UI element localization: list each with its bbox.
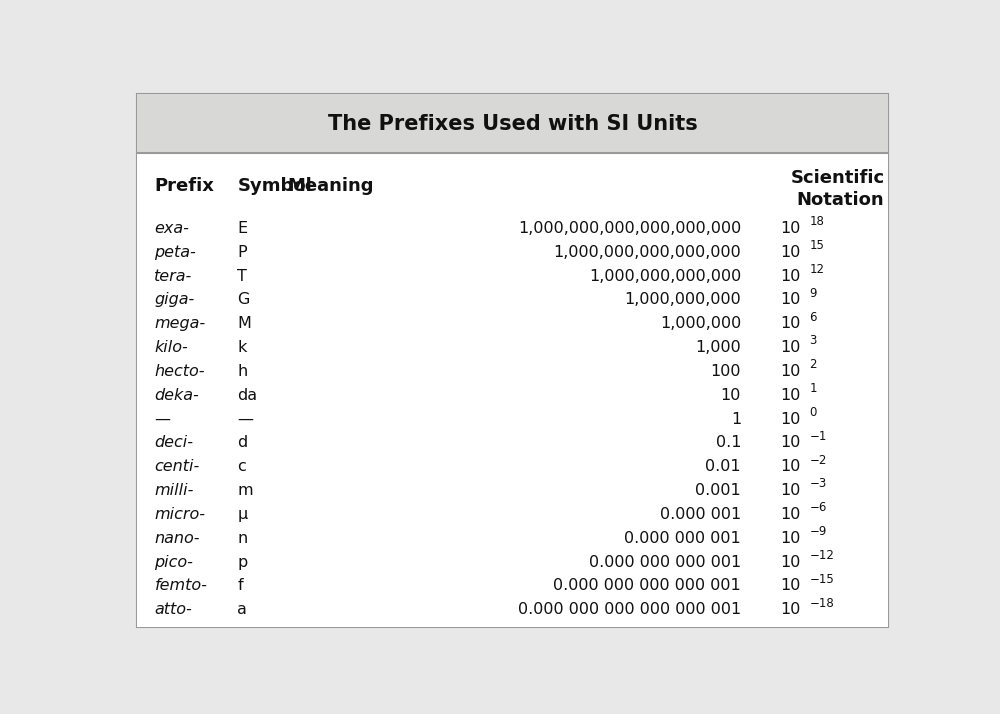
Text: 10: 10 <box>780 483 800 498</box>
Text: k: k <box>237 340 247 355</box>
Text: femto-: femto- <box>154 578 207 593</box>
Text: 10: 10 <box>780 531 800 545</box>
Text: 1,000,000,000,000: 1,000,000,000,000 <box>589 268 741 283</box>
Text: 10: 10 <box>780 412 800 427</box>
Text: mega-: mega- <box>154 316 206 331</box>
Text: Meaning: Meaning <box>288 177 374 196</box>
Text: μ: μ <box>237 507 248 522</box>
Text: 0.000 000 000 000 001: 0.000 000 000 000 001 <box>553 578 741 593</box>
Text: n: n <box>237 531 248 545</box>
Text: 9: 9 <box>809 287 817 300</box>
Text: −9: −9 <box>809 525 827 538</box>
Text: −2: −2 <box>809 453 827 467</box>
Text: da: da <box>237 388 258 403</box>
Text: 10: 10 <box>780 436 800 451</box>
Text: 18: 18 <box>809 216 824 228</box>
Text: c: c <box>237 459 246 474</box>
Text: 1,000,000,000,000,000: 1,000,000,000,000,000 <box>553 245 741 260</box>
Text: m: m <box>237 483 253 498</box>
Text: P: P <box>237 245 247 260</box>
Text: 10: 10 <box>780 293 800 308</box>
Text: 0.1: 0.1 <box>716 436 741 451</box>
Text: h: h <box>237 364 248 379</box>
Text: 10: 10 <box>780 459 800 474</box>
Text: 0.000 000 001: 0.000 000 001 <box>624 531 741 545</box>
Text: Prefix: Prefix <box>154 177 214 196</box>
Text: d: d <box>237 436 248 451</box>
Text: atto-: atto- <box>154 603 192 618</box>
Text: 12: 12 <box>809 263 824 276</box>
Text: deka-: deka- <box>154 388 199 403</box>
Text: G: G <box>237 293 250 308</box>
Text: 1: 1 <box>731 412 741 427</box>
Text: tera-: tera- <box>154 268 193 283</box>
Text: 1,000: 1,000 <box>695 340 741 355</box>
Text: −12: −12 <box>809 549 834 562</box>
Text: pico-: pico- <box>154 555 193 570</box>
Text: 1,000,000,000: 1,000,000,000 <box>624 293 741 308</box>
Text: —: — <box>237 412 253 427</box>
Text: 0.000 001: 0.000 001 <box>660 507 741 522</box>
Text: p: p <box>237 555 248 570</box>
Text: 10: 10 <box>780 245 800 260</box>
Text: 10: 10 <box>721 388 741 403</box>
Text: 6: 6 <box>809 311 817 323</box>
Text: f: f <box>237 578 243 593</box>
Text: 15: 15 <box>809 239 824 252</box>
Text: giga-: giga- <box>154 293 195 308</box>
Text: −18: −18 <box>809 597 834 610</box>
Text: micro-: micro- <box>154 507 205 522</box>
Text: 10: 10 <box>780 316 800 331</box>
Text: E: E <box>237 221 248 236</box>
Text: T: T <box>237 268 247 283</box>
Text: exa-: exa- <box>154 221 189 236</box>
Text: a: a <box>237 603 247 618</box>
Text: −1: −1 <box>809 430 827 443</box>
Text: 10: 10 <box>780 603 800 618</box>
Text: 10: 10 <box>780 555 800 570</box>
Text: 0.000 000 000 000 000 001: 0.000 000 000 000 000 001 <box>518 603 741 618</box>
Text: 0.001: 0.001 <box>695 483 741 498</box>
Text: Symbol: Symbol <box>237 177 312 196</box>
Text: peta-: peta- <box>154 245 196 260</box>
Text: 2: 2 <box>809 358 817 371</box>
Text: 10: 10 <box>780 340 800 355</box>
Text: −6: −6 <box>809 501 827 514</box>
Text: 10: 10 <box>780 388 800 403</box>
Text: 1,000,000,000,000,000,000: 1,000,000,000,000,000,000 <box>518 221 741 236</box>
Text: 100: 100 <box>711 364 741 379</box>
Text: 3: 3 <box>809 334 817 348</box>
Text: kilo-: kilo- <box>154 340 188 355</box>
Text: 10: 10 <box>780 221 800 236</box>
Text: 10: 10 <box>780 578 800 593</box>
Text: centi-: centi- <box>154 459 200 474</box>
Text: 0.000 000 000 001: 0.000 000 000 001 <box>589 555 741 570</box>
Text: deci-: deci- <box>154 436 193 451</box>
Text: 10: 10 <box>780 364 800 379</box>
Text: The Prefixes Used with SI Units: The Prefixes Used with SI Units <box>328 114 697 134</box>
Bar <box>137 154 888 627</box>
Text: —: — <box>154 412 170 427</box>
Text: 10: 10 <box>780 268 800 283</box>
Bar <box>137 94 888 154</box>
Text: 1: 1 <box>809 382 817 395</box>
Text: Notation: Notation <box>797 191 885 209</box>
Text: 0: 0 <box>809 406 817 419</box>
Text: hecto-: hecto- <box>154 364 205 379</box>
Text: 10: 10 <box>780 507 800 522</box>
Text: M: M <box>237 316 251 331</box>
Text: −15: −15 <box>809 573 834 585</box>
Text: milli-: milli- <box>154 483 194 498</box>
Text: −3: −3 <box>809 478 827 491</box>
Text: 0.01: 0.01 <box>706 459 741 474</box>
Text: 1,000,000: 1,000,000 <box>660 316 741 331</box>
Text: Scientific: Scientific <box>790 169 885 187</box>
Text: nano-: nano- <box>154 531 200 545</box>
